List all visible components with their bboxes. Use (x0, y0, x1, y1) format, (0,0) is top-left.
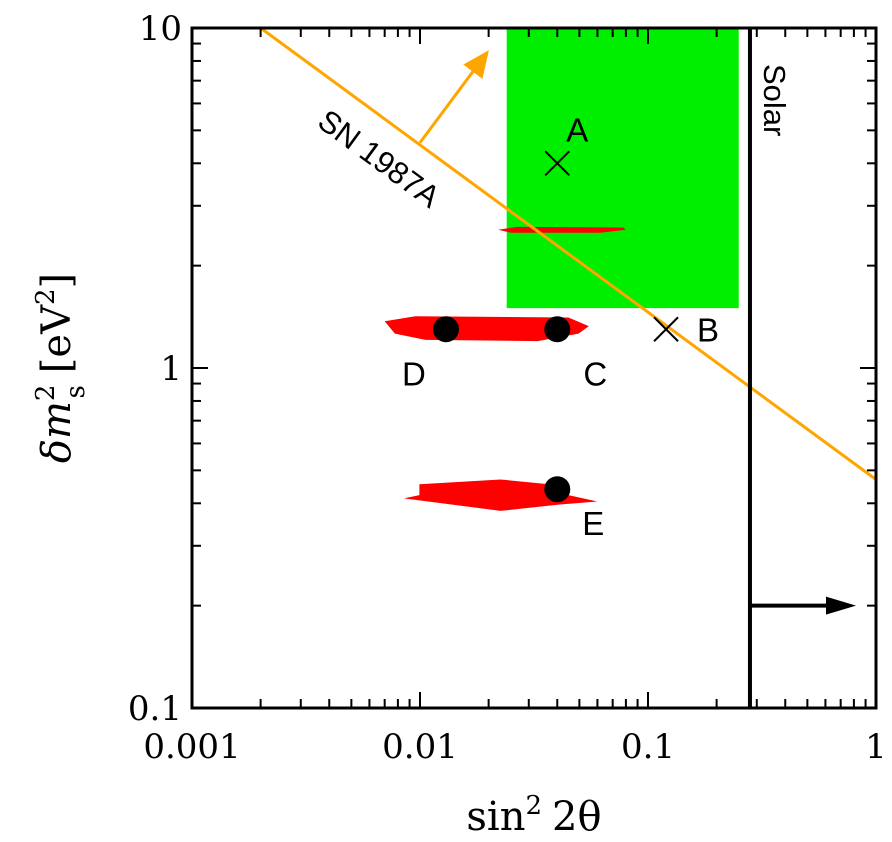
y-tick-label: 1 (160, 349, 182, 389)
y-tick-label: 10 (139, 9, 182, 49)
sn-1987a-line (259, 26, 877, 481)
y-title-sup: 2 (31, 385, 61, 402)
point-d-marker (432, 316, 459, 343)
x-title-power: 2 (526, 791, 543, 821)
sn-1987a-arrow (418, 50, 489, 144)
y-title-unit: [eV (34, 304, 80, 373)
solar-arrow-head (826, 596, 856, 615)
x-axis-title: sin2 2θ (466, 791, 601, 840)
point-b-marker (653, 316, 679, 342)
x-tick-label: 0.1 (621, 727, 675, 767)
x-title-func: sin (466, 794, 525, 840)
y-axis-title: δm2s[eV2] (31, 273, 91, 463)
y-title-unit-sup: 2 (31, 288, 61, 305)
sn-1987a-label: SN 1987A (312, 103, 447, 215)
point-e-label: E (582, 505, 604, 542)
green-box (506, 28, 739, 309)
red-region-upper (498, 226, 626, 233)
point-c-marker (544, 316, 571, 343)
x-tick-label: 0.01 (382, 727, 458, 767)
x-tick-label: 0.001 (143, 727, 240, 767)
tick-labels-layer: 0.001 0.01 0.1 1 0.1 1 10 (128, 9, 887, 767)
y-title-delta: δ (34, 439, 80, 463)
solar-label: Solar (757, 64, 792, 136)
x-tick-label: 1 (865, 727, 887, 767)
y-title-m: m (34, 401, 80, 439)
x-title-arg: 2θ (552, 794, 602, 840)
point-e-marker (544, 476, 571, 503)
markers-layer: A B C D E (402, 111, 719, 542)
point-c-label: C (583, 355, 607, 392)
y-title-unit-end: ] (34, 273, 80, 289)
point-a-label: A (566, 111, 588, 148)
y-tick-label: 0.1 (128, 689, 182, 729)
ticks-layer (191, 28, 876, 709)
point-b-label: B (697, 311, 719, 348)
point-d-label: D (402, 355, 426, 392)
point-a-marker (544, 150, 570, 177)
regions-layer (384, 28, 739, 511)
y-title-sub: s (61, 385, 91, 398)
